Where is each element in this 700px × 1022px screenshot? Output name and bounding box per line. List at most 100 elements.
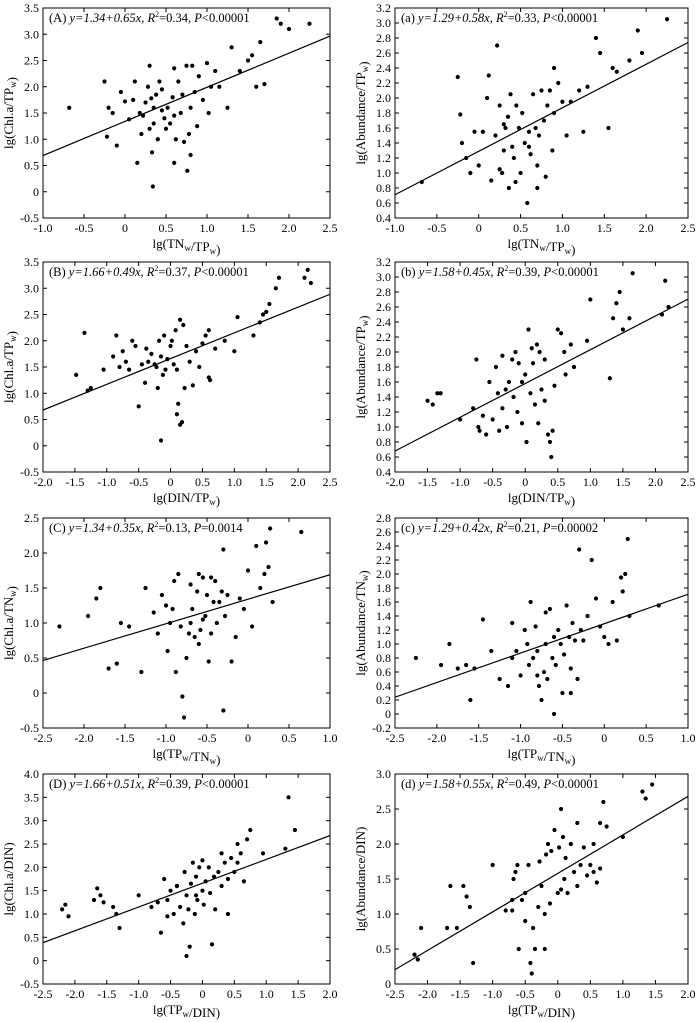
data-point	[182, 869, 187, 875]
data-point	[104, 134, 110, 139]
data-point	[66, 914, 71, 919]
data-point	[232, 349, 237, 354]
data-point	[127, 367, 132, 372]
data-point	[584, 873, 590, 878]
data-point	[486, 73, 491, 78]
data-point	[506, 185, 511, 191]
data-point	[412, 952, 417, 957]
data-point	[188, 881, 194, 886]
x-tick-label: 0.5	[513, 221, 528, 235]
data-point	[474, 357, 479, 362]
panel-C: -2.5 -2.0 -1.5 -1.0 -0.5 0 0.5 1.0 -0.5 0 0.5 1.0 1.…	[1, 511, 338, 767]
x-tick-label: 0	[199, 987, 205, 1001]
plot-frame	[42, 261, 331, 473]
data-point	[262, 82, 267, 87]
data-point	[196, 571, 201, 577]
x-tick-label: -0.5	[75, 221, 94, 235]
x-tick-label: 1.0	[200, 221, 215, 235]
data-point	[225, 876, 231, 882]
data-point	[547, 439, 553, 445]
x-tick-label: 1.0	[323, 731, 338, 745]
data-point	[102, 79, 107, 84]
data-point	[225, 592, 230, 598]
data-point	[501, 122, 506, 127]
data-point	[219, 883, 224, 889]
data-point	[643, 796, 648, 801]
x-tick-label: 0	[168, 475, 174, 489]
x-tick-label: -2.5	[34, 987, 53, 1001]
data-point	[578, 862, 583, 868]
data-point	[154, 364, 159, 370]
data-point	[217, 84, 222, 89]
data-point	[245, 568, 251, 573]
data-point	[131, 97, 136, 102]
data-point	[214, 620, 219, 626]
data-point	[299, 529, 304, 535]
data-point	[533, 624, 538, 629]
x-tick-label: -0.5	[129, 475, 148, 489]
data-point	[515, 409, 520, 415]
y-tick-label: 2.0	[24, 860, 39, 874]
data-point	[174, 367, 180, 372]
data-point	[98, 893, 103, 898]
x-tick-label: -0.5	[483, 475, 502, 489]
data-point	[200, 97, 205, 102]
y-tick-label: 2.0	[376, 837, 391, 851]
regression-line	[395, 795, 688, 971]
data-point	[480, 413, 485, 418]
y-tick-label: 1.2	[376, 623, 391, 637]
y-tick-label: 1.0	[376, 420, 391, 434]
data-point	[172, 113, 177, 118]
data-point	[497, 676, 502, 682]
data-point	[209, 575, 214, 580]
y-tick-label: 3.0	[376, 16, 391, 30]
data-point	[497, 103, 502, 108]
data-point	[150, 184, 155, 189]
data-point	[238, 851, 243, 856]
data-point	[88, 385, 93, 391]
data-point	[172, 578, 177, 584]
data-point	[145, 84, 151, 89]
y-tick-label: 1.6	[376, 375, 391, 389]
data-point	[614, 638, 619, 643]
regression-line	[395, 41, 688, 196]
data-point	[529, 971, 534, 976]
data-point	[292, 827, 298, 833]
data-point	[558, 641, 563, 647]
data-point	[142, 380, 148, 385]
data-point	[500, 353, 505, 358]
y-tick-label: 0.4	[376, 211, 391, 225]
data-point	[531, 92, 536, 97]
data-point	[229, 855, 234, 861]
data-point	[241, 879, 246, 884]
x-tick-label: 1.0	[227, 475, 242, 489]
x-tick-label: 1.0	[615, 987, 630, 1001]
data-point	[221, 547, 226, 552]
y-tick-label: 0.8	[376, 435, 391, 449]
data-point	[206, 865, 211, 870]
data-point	[190, 383, 195, 388]
data-point	[268, 526, 273, 531]
data-point	[620, 327, 625, 332]
data-point	[185, 168, 190, 173]
x-tick-label: -2.0	[34, 475, 53, 489]
data-point	[165, 914, 170, 919]
y-tick-label: 1.0	[376, 637, 391, 651]
data-point	[211, 599, 216, 605]
data-point	[193, 874, 199, 879]
y-axis-title: lg(Abundance/TPw)	[353, 61, 371, 164]
data-point	[262, 571, 267, 577]
data-point	[577, 547, 582, 552]
y-tick-label: 2.5	[376, 802, 391, 816]
y-tick-label: 1.0	[376, 907, 391, 921]
data-point	[413, 655, 419, 661]
regression-line	[43, 835, 330, 944]
panel-A: -1.0 -0.5 0 0.5 1.0 1.5 2.0 2.5-0.500.51.01.52.…	[1, 1, 338, 257]
data-point	[63, 902, 68, 907]
data-point	[564, 603, 569, 608]
x-tick-label: 0.5	[550, 475, 565, 489]
data-point	[151, 610, 156, 615]
data-point	[625, 536, 630, 542]
data-point	[213, 346, 218, 351]
data-point	[522, 140, 527, 146]
